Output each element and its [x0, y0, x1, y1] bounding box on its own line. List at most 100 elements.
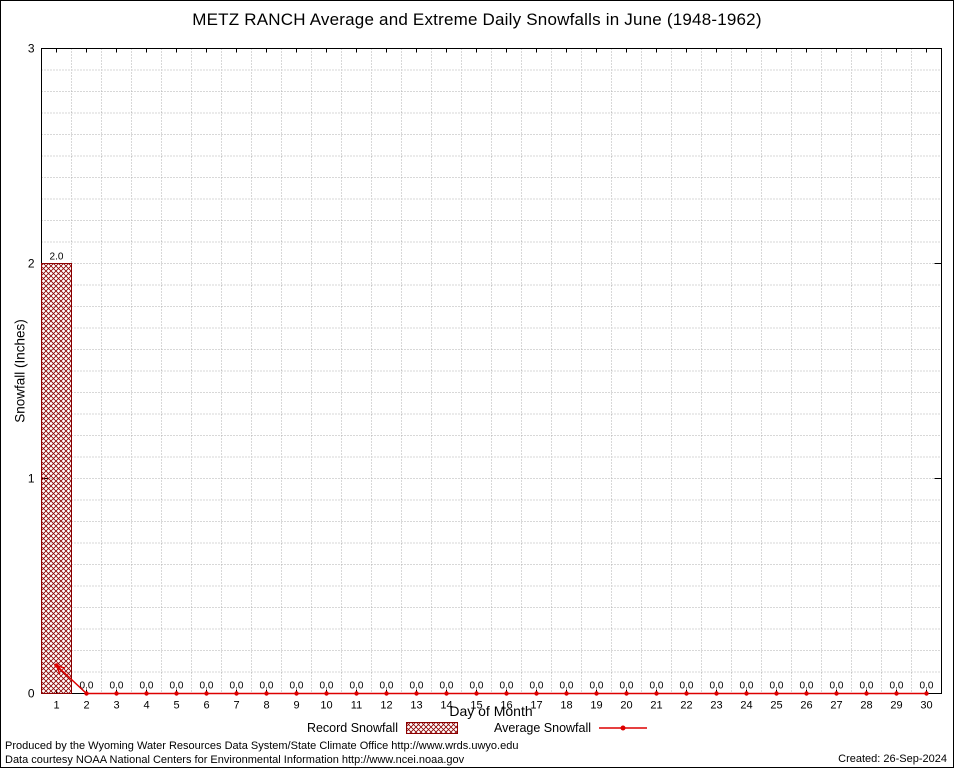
- bar-value-label: 0.0: [680, 681, 694, 692]
- bar-value-label: 0.0: [740, 681, 754, 692]
- x-tick-label: 23: [710, 700, 722, 712]
- average-point: [804, 691, 809, 696]
- bar-value-label: 0.0: [110, 681, 124, 692]
- x-tick-label: 4: [143, 700, 149, 712]
- average-point: [744, 691, 749, 696]
- bar-value-label: 0.0: [380, 681, 394, 692]
- bar-value-label: 0.0: [650, 681, 664, 692]
- bar-value-label: 0.0: [890, 681, 904, 692]
- average-point: [684, 691, 689, 696]
- chart-legend: Record Snowfall Average Snowfall: [1, 721, 953, 735]
- average-point: [264, 691, 269, 696]
- average-point: [144, 691, 149, 696]
- x-tick-label: 27: [830, 700, 842, 712]
- bar-value-label: 0.0: [320, 681, 334, 692]
- x-tick-label: 5: [173, 700, 179, 712]
- x-tick-label: 6: [203, 700, 209, 712]
- bar-value-label: 0.0: [830, 681, 844, 692]
- x-tick-label: 9: [293, 700, 299, 712]
- legend-average-label: Average Snowfall: [493, 721, 592, 735]
- bar-value-label: 0.0: [530, 681, 544, 692]
- average-point: [114, 691, 119, 696]
- bar-value-label: 0.0: [260, 681, 274, 692]
- bar-value-label: 0.0: [560, 681, 574, 692]
- x-tick-label: 18: [560, 700, 572, 712]
- x-tick-label: 13: [410, 700, 422, 712]
- bar-value-label: 0.0: [80, 681, 94, 692]
- average-point: [564, 691, 569, 696]
- bar-value-label: 0.0: [290, 681, 304, 692]
- average-point: [834, 691, 839, 696]
- x-tick-label: 12: [380, 700, 392, 712]
- x-tick-label: 28: [860, 700, 872, 712]
- bar-value-label: 0.0: [170, 681, 184, 692]
- bar-value-label: 2.0: [50, 252, 64, 263]
- y-tick-label: 1: [28, 472, 35, 486]
- bar-value-label: 0.0: [470, 681, 484, 692]
- x-tick-label: 17: [530, 700, 542, 712]
- footer-data-courtesy: Data courtesy NOAA National Centers for …: [5, 754, 465, 766]
- average-point: [624, 691, 629, 696]
- x-tick-label: 11: [351, 700, 362, 712]
- average-point: [594, 691, 599, 696]
- average-point: [324, 691, 329, 696]
- x-tick-label: 21: [650, 700, 662, 712]
- y-tick-label: 3: [28, 42, 35, 56]
- x-tick-label: 10: [320, 700, 332, 712]
- x-tick-label: 22: [680, 700, 692, 712]
- average-point: [774, 691, 779, 696]
- bar-value-label: 0.0: [500, 681, 514, 692]
- x-tick-label: 25: [770, 700, 782, 712]
- average-point: [234, 691, 239, 696]
- x-tick-label: 8: [263, 700, 269, 712]
- legend-average-line-icon: [599, 725, 648, 731]
- x-tick-label: 1: [53, 700, 59, 712]
- average-point: [384, 691, 389, 696]
- average-point: [924, 691, 929, 696]
- bar-value-label: 0.0: [140, 681, 154, 692]
- bar-value-label: 0.0: [230, 681, 244, 692]
- x-tick-label: 14: [440, 700, 452, 712]
- legend-record-label: Record Snowfall: [306, 721, 398, 735]
- bar-value-label: 0.0: [860, 681, 874, 692]
- x-axis-label: Day of Month: [449, 703, 533, 719]
- x-tick-label: 16: [500, 700, 512, 712]
- x-tick-label: 30: [920, 700, 932, 712]
- x-tick-label: 2: [83, 700, 89, 712]
- x-tick-label: 26: [800, 700, 812, 712]
- bar-value-label: 0.0: [590, 681, 604, 692]
- footer-created-date: Created: 26-Sep-2024: [838, 753, 947, 765]
- average-point: [204, 691, 209, 696]
- average-point: [174, 691, 179, 696]
- x-tick-label: 29: [890, 700, 902, 712]
- x-tick-label: 19: [590, 700, 602, 712]
- y-tick-label: 2: [28, 257, 35, 271]
- average-line-arrowhead: [55, 664, 66, 675]
- x-tick-label: 24: [740, 700, 752, 712]
- chart-title: METZ RANCH Average and Extreme Daily Sno…: [192, 10, 762, 29]
- average-point: [84, 691, 89, 696]
- bar-value-label: 0.0: [620, 681, 634, 692]
- bar-value-label: 0.0: [920, 681, 934, 692]
- x-tick-label: 3: [113, 700, 119, 712]
- average-point: [444, 691, 449, 696]
- average-point: [294, 691, 299, 696]
- bar-value-label: 0.0: [800, 681, 814, 692]
- footer-produced-by: Produced by the Wyoming Water Resources …: [5, 740, 519, 752]
- average-point: [714, 691, 719, 696]
- average-point: [864, 691, 869, 696]
- bar-value-label: 0.0: [200, 681, 214, 692]
- average-point: [534, 691, 539, 696]
- average-point: [474, 691, 479, 696]
- average-point: [894, 691, 899, 696]
- average-line: [55, 664, 927, 695]
- bar-value-label: 0.0: [710, 681, 724, 692]
- record-bar-day-1: [41, 263, 72, 694]
- x-tick-label: 7: [233, 700, 239, 712]
- average-point: [504, 691, 509, 696]
- bar-value-label: 0.0: [770, 681, 784, 692]
- y-tick-label: 0: [28, 687, 35, 701]
- legend-record-swatch-icon: [405, 722, 458, 734]
